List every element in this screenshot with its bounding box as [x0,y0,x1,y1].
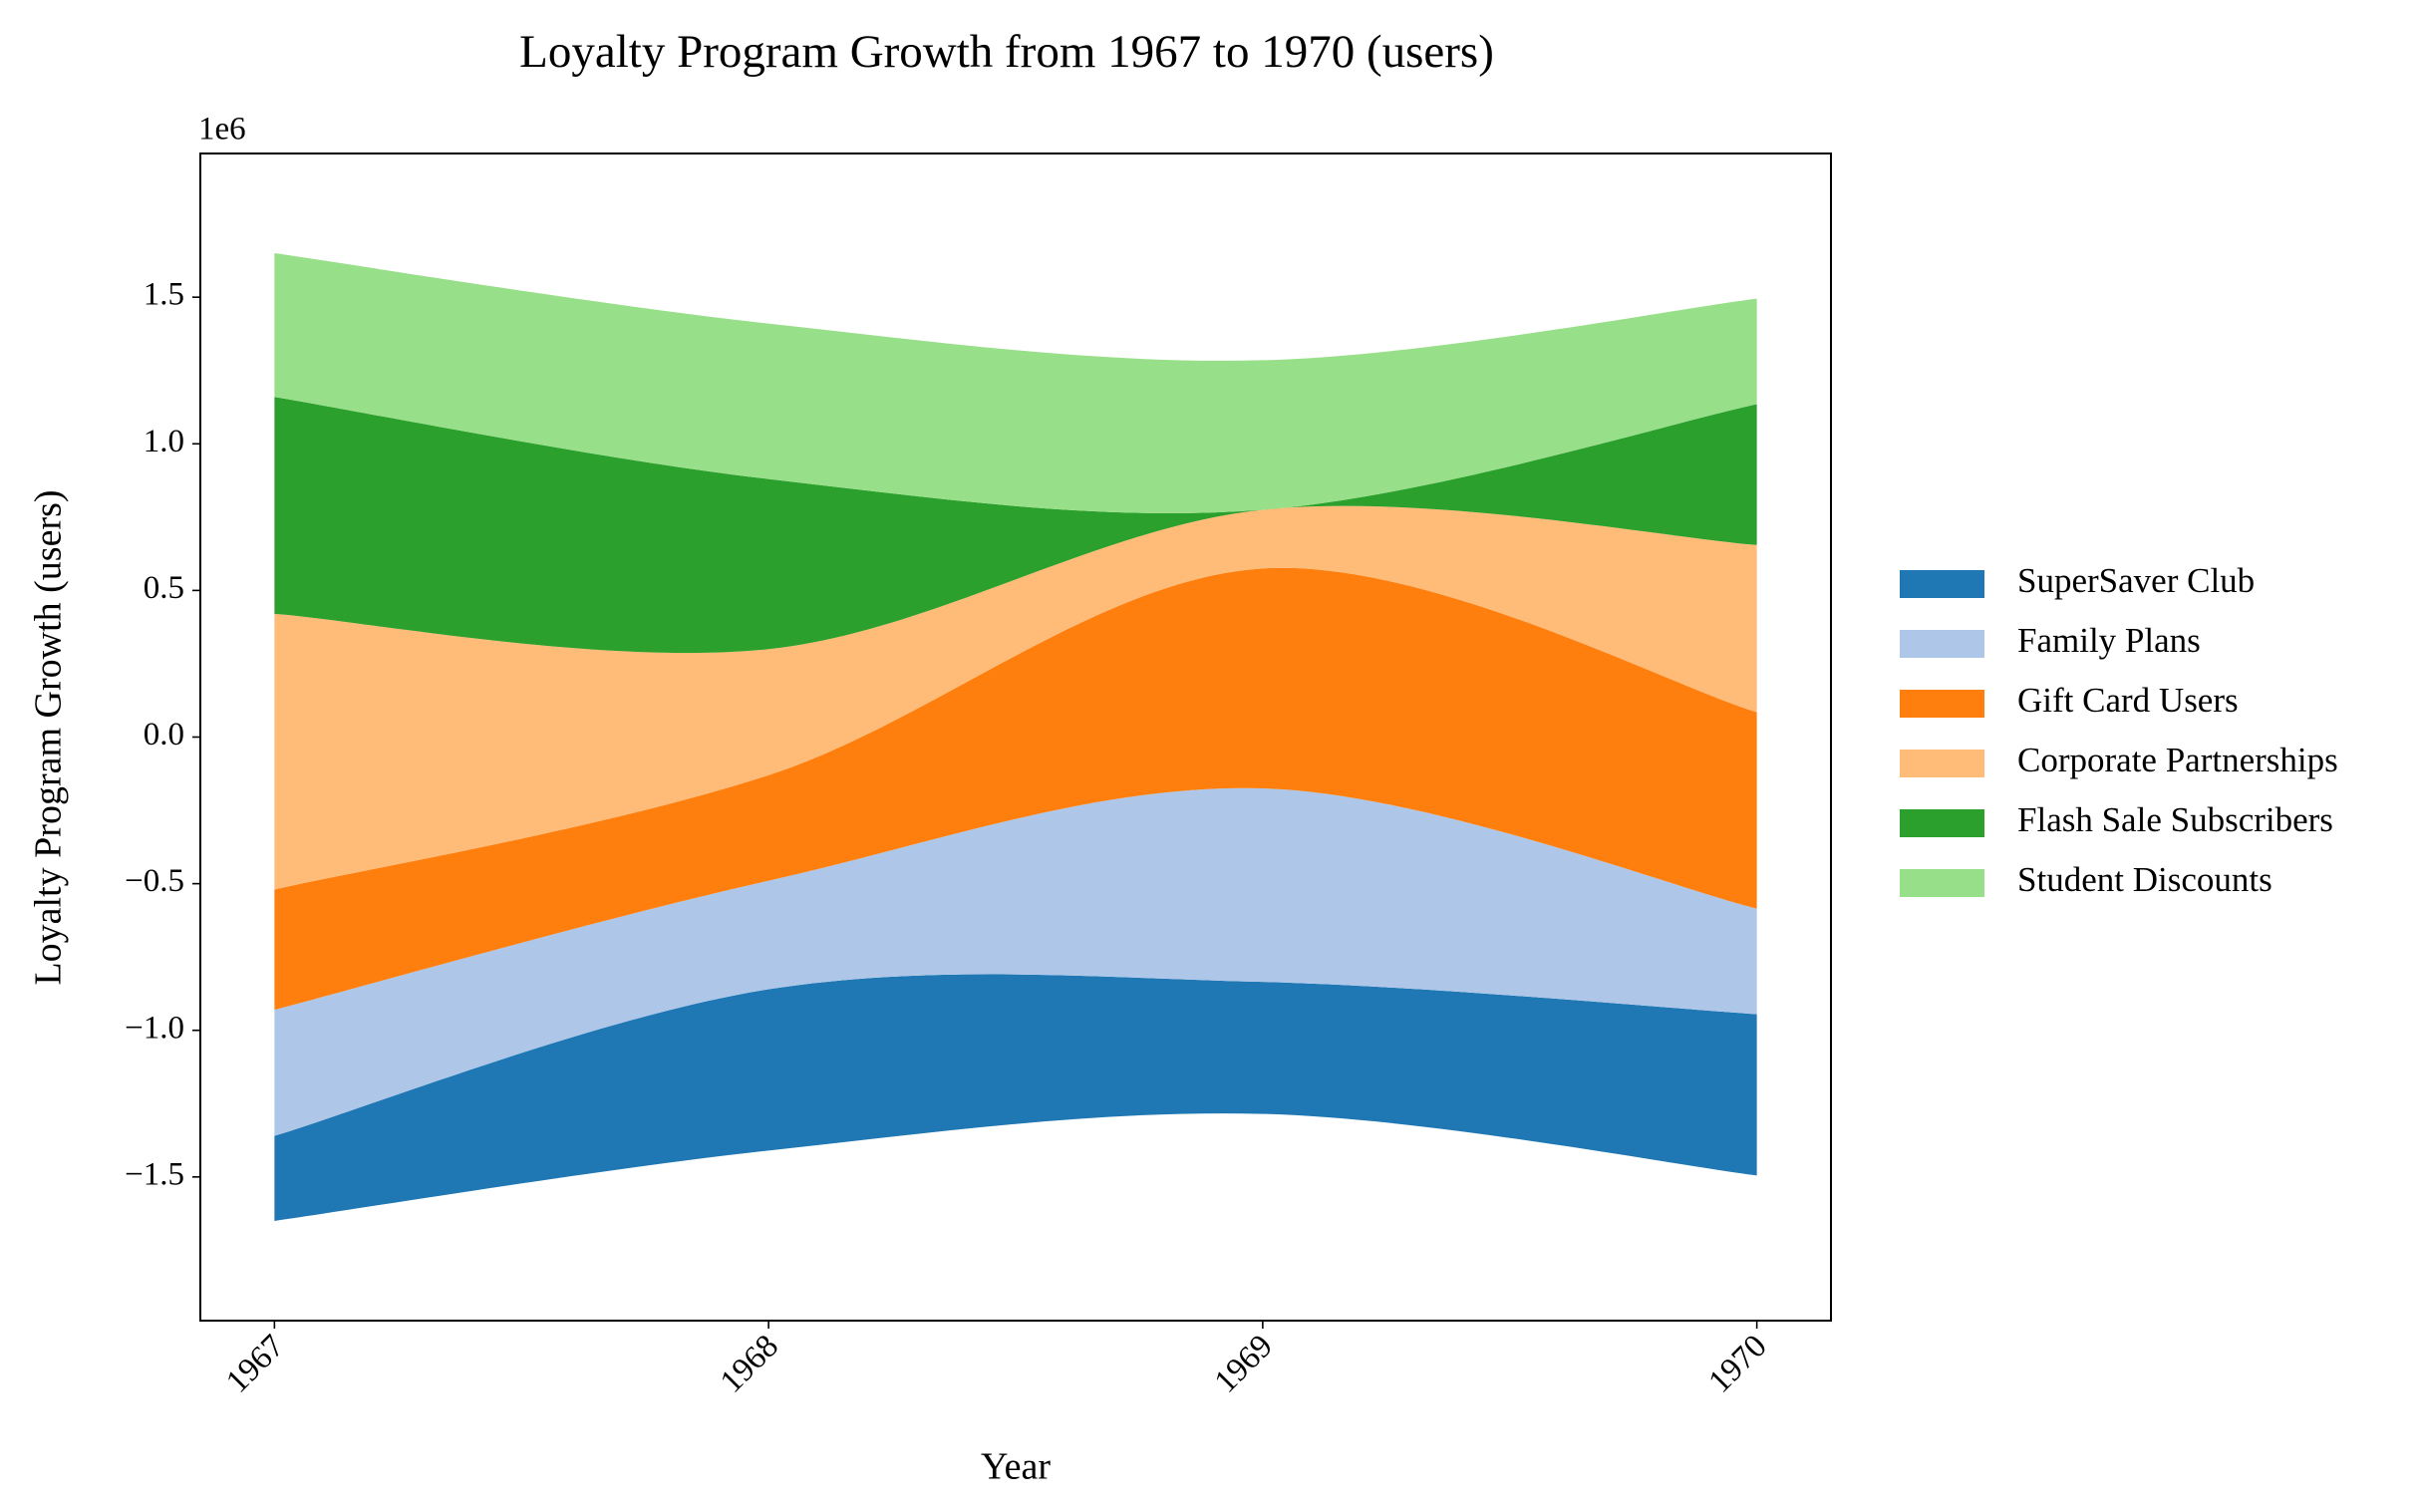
y-offset-label: 1e6 [198,112,246,148]
x-tick-label: 1968 [714,1329,785,1400]
legend-label: SuperSaver Club [2017,561,2255,600]
plot-area [274,253,1757,1221]
stream-area [274,253,1757,513]
y-tick-label: −1.0 [125,1010,184,1046]
stream-area [274,567,1757,1011]
x-tick-label: 1970 [1702,1329,1774,1400]
x-tick-label: 1969 [1208,1329,1280,1400]
legend-label: Gift Card Users [2017,681,2239,720]
legend-swatch [1900,809,1984,837]
chart-title: Loyalty Program Growth from 1967 to 1970… [519,26,1494,78]
legend-swatch [1900,690,1984,718]
stream-area [274,505,1757,890]
stream-area [274,787,1757,1136]
stream-area [274,397,1757,654]
legend-label: Corporate Partnerships [2017,741,2338,779]
y-tick-label: 0.0 [144,717,184,753]
legend-swatch [1900,630,1984,658]
legend-label: Family Plans [2017,621,2201,660]
x-tick-label: 1967 [219,1329,291,1400]
legend-swatch [1900,750,1984,777]
x-axis-label: Year [981,1446,1051,1488]
y-axis-label: Loyalty Program Growth (users) [28,489,70,985]
y-tick-label: 0.5 [144,570,184,606]
y-tick-label: 1.5 [144,277,184,313]
legend: SuperSaver Club Family Plans Gift Card Use… [1900,561,2338,899]
y-tick-label: −1.5 [125,1156,184,1192]
y-tick-label: 1.0 [144,424,184,459]
legend-label: Student Discounts [2017,860,2273,899]
legend-swatch [1900,869,1984,897]
stream-area [274,974,1757,1221]
legend-swatch [1900,570,1984,598]
legend-label: Flash Sale Subscribers [2017,800,2333,839]
y-tick-label: −0.5 [125,863,184,899]
